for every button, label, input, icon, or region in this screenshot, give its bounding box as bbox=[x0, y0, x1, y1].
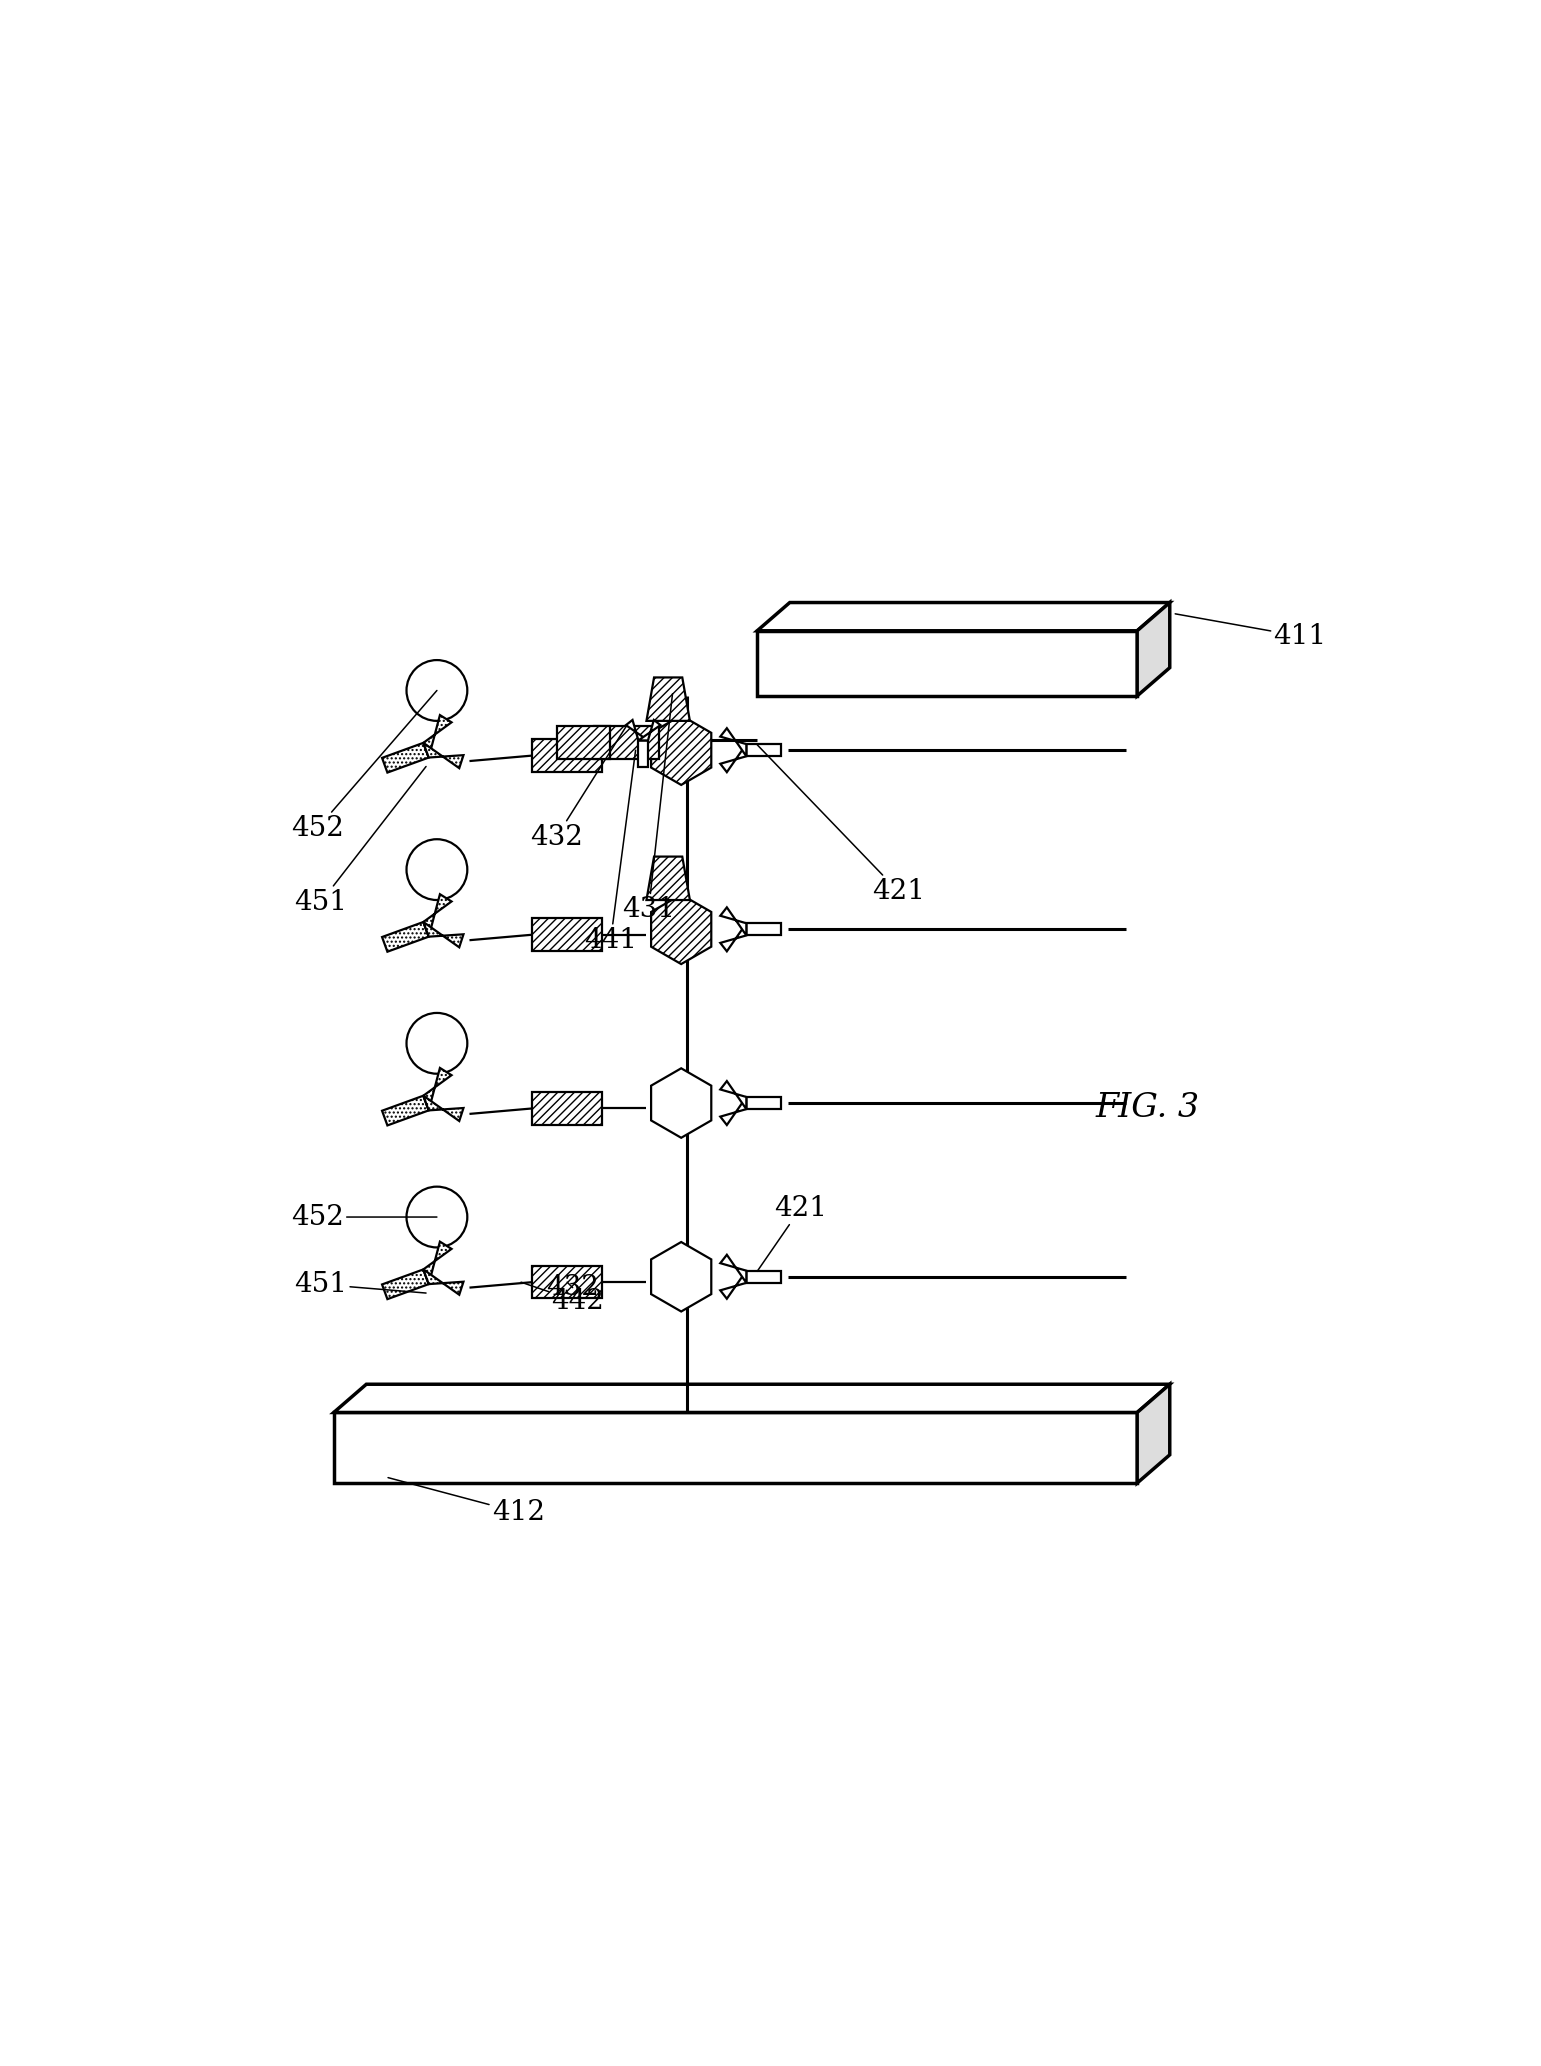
Polygon shape bbox=[424, 895, 452, 936]
Polygon shape bbox=[532, 919, 603, 950]
Polygon shape bbox=[638, 719, 661, 740]
Polygon shape bbox=[652, 895, 712, 965]
Polygon shape bbox=[595, 727, 660, 758]
Polygon shape bbox=[638, 740, 647, 766]
Text: 412: 412 bbox=[388, 1477, 546, 1527]
Polygon shape bbox=[558, 727, 610, 758]
Text: 441: 441 bbox=[584, 750, 636, 954]
Circle shape bbox=[407, 1012, 467, 1074]
Polygon shape bbox=[1137, 1384, 1170, 1483]
Polygon shape bbox=[424, 744, 464, 769]
Polygon shape bbox=[646, 857, 690, 901]
Polygon shape bbox=[720, 744, 746, 773]
Polygon shape bbox=[424, 1095, 464, 1122]
Text: 432: 432 bbox=[530, 725, 627, 851]
Polygon shape bbox=[382, 921, 428, 952]
Polygon shape bbox=[720, 1081, 746, 1109]
Circle shape bbox=[407, 659, 467, 721]
Polygon shape bbox=[757, 603, 1170, 630]
Polygon shape bbox=[652, 715, 712, 785]
Circle shape bbox=[407, 839, 467, 901]
Text: 421: 421 bbox=[757, 744, 925, 905]
Polygon shape bbox=[746, 1271, 781, 1283]
Polygon shape bbox=[532, 1266, 603, 1297]
Polygon shape bbox=[382, 1269, 428, 1300]
Polygon shape bbox=[1137, 603, 1170, 696]
Polygon shape bbox=[652, 1242, 712, 1312]
Text: FIG. 3: FIG. 3 bbox=[1096, 1093, 1200, 1124]
Polygon shape bbox=[424, 715, 452, 758]
Polygon shape bbox=[720, 1271, 746, 1300]
Polygon shape bbox=[720, 907, 746, 936]
Polygon shape bbox=[424, 1269, 464, 1295]
Polygon shape bbox=[746, 1097, 781, 1109]
Polygon shape bbox=[424, 1242, 452, 1285]
Polygon shape bbox=[720, 1097, 746, 1126]
Polygon shape bbox=[626, 719, 647, 740]
Polygon shape bbox=[720, 924, 746, 950]
Text: 421: 421 bbox=[757, 1194, 828, 1271]
Text: 432: 432 bbox=[546, 1275, 599, 1302]
Circle shape bbox=[407, 1186, 467, 1248]
Polygon shape bbox=[532, 1093, 603, 1124]
Text: 442: 442 bbox=[521, 1283, 604, 1316]
Text: 431: 431 bbox=[623, 694, 675, 924]
Polygon shape bbox=[757, 630, 1137, 696]
Polygon shape bbox=[532, 740, 603, 773]
Polygon shape bbox=[382, 1095, 428, 1126]
Polygon shape bbox=[746, 924, 781, 936]
Polygon shape bbox=[720, 1254, 746, 1283]
Polygon shape bbox=[652, 1068, 712, 1138]
Polygon shape bbox=[334, 1384, 1170, 1413]
Text: 451: 451 bbox=[294, 766, 425, 915]
Polygon shape bbox=[746, 744, 781, 756]
Text: 411: 411 bbox=[1176, 614, 1327, 649]
Text: 451: 451 bbox=[294, 1271, 425, 1297]
Polygon shape bbox=[382, 744, 428, 773]
Text: 452: 452 bbox=[291, 690, 438, 841]
Polygon shape bbox=[424, 1068, 452, 1109]
Polygon shape bbox=[720, 727, 746, 756]
Polygon shape bbox=[646, 678, 690, 721]
Text: 452: 452 bbox=[291, 1204, 438, 1231]
Polygon shape bbox=[334, 1413, 1137, 1483]
Polygon shape bbox=[424, 921, 464, 948]
